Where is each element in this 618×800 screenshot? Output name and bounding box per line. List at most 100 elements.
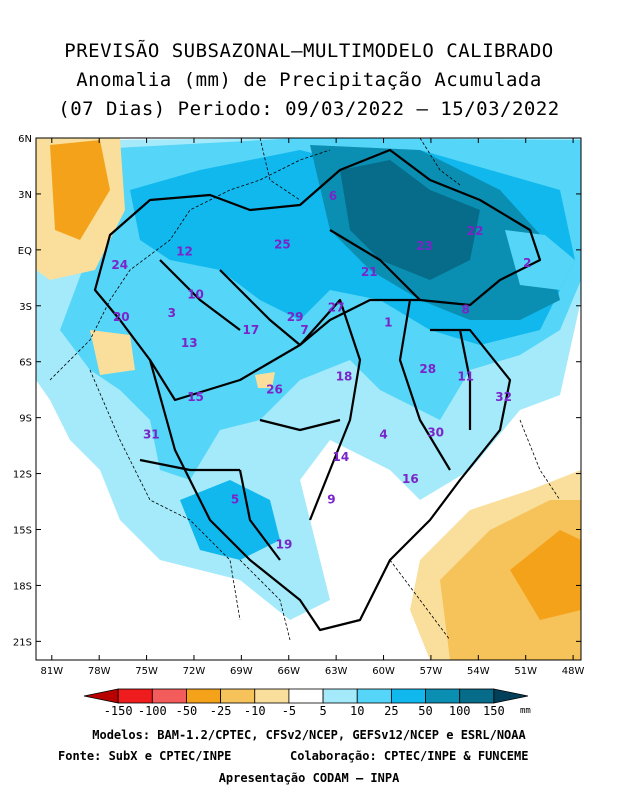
- basin-label: 13: [181, 336, 198, 350]
- colorbar-swatch: [425, 688, 461, 704]
- colorbar-swatch: [151, 688, 187, 704]
- basin-label: 14: [333, 450, 350, 464]
- colorbar: -150 -100 -50 -25 -10 -5 5 10 25 50 100 150: [83, 688, 529, 718]
- colorbar-swatch: [83, 688, 119, 704]
- footer-source: Fonte: SubX e CPTEC/INPE: [58, 749, 232, 763]
- lon-label: 75W: [135, 666, 158, 677]
- lat-label: 15S: [13, 526, 32, 537]
- basin-label: 29: [287, 310, 304, 324]
- country-borders: [49, 137, 561, 641]
- basin-label: 11: [457, 370, 474, 384]
- lon-label: 63W: [325, 666, 348, 677]
- colorbar-swatch: [288, 688, 324, 704]
- lat-label: 6N: [18, 134, 32, 145]
- basin-label: 32: [495, 390, 512, 404]
- anomaly-area-cream-spot: [255, 372, 275, 388]
- basin-label: 28: [419, 362, 436, 376]
- colorbar-label: 100: [449, 704, 471, 718]
- axes: [36, 137, 581, 660]
- lat-label: 3S: [19, 302, 32, 313]
- title-line-2: Anomalia (mm) de Precipitação Acumulada: [76, 69, 542, 91]
- basin-label: 15: [187, 390, 204, 404]
- colorbar-swatch: [220, 688, 256, 704]
- lon-label: 81W: [40, 666, 63, 677]
- basin-label: 9: [327, 493, 335, 507]
- basin-label: 1: [384, 316, 392, 330]
- basin-label: 26: [266, 383, 283, 397]
- colorbar-swatch: [322, 688, 358, 704]
- basin-label: 6: [329, 189, 337, 203]
- colorbar-label: -25: [210, 704, 232, 718]
- basin-label: 7: [300, 323, 308, 337]
- lat-label: 3N: [18, 190, 32, 201]
- lat-labels: 6N 3N EQ 3S 6S 9S 12S 15S 18S 21S: [13, 134, 32, 648]
- lon-label: 78W: [88, 666, 111, 677]
- anomaly-area-cream-west: [90, 330, 135, 375]
- colorbar-label: -100: [138, 704, 167, 718]
- lon-label: 72W: [183, 666, 206, 677]
- title-line-1: PREVISÃO SUBSAZONAL—MULTIMODELO CALIBRAD…: [64, 40, 554, 62]
- anomaly-area-navy: [340, 160, 480, 280]
- lon-labels: 81W 78W 75W 72W 69W 66W 63W 60W 57W 54W 51W 48W: [40, 666, 584, 677]
- basin-boundaries: [93, 148, 542, 632]
- lat-label: 9S: [19, 414, 32, 425]
- colorbar-label: -50: [176, 704, 198, 718]
- colorbar-swatch: [459, 688, 495, 704]
- anomaly-area-orange-nw: [50, 140, 110, 240]
- anomaly-area-strong-blue-south: [180, 480, 280, 560]
- colorbar-label: -5: [282, 704, 296, 718]
- colorbar-swatch: [186, 688, 222, 704]
- basin-label: 31: [143, 427, 160, 441]
- lon-label: 48W: [562, 666, 585, 677]
- lat-label: 21S: [13, 637, 32, 648]
- lon-label: 69W: [230, 666, 253, 677]
- colorbar-label: -10: [244, 704, 266, 718]
- basin-label: 12: [176, 245, 193, 259]
- colorbar-label: 50: [418, 704, 432, 718]
- basin-label: 2: [523, 256, 531, 270]
- lat-label: 6S: [19, 358, 32, 369]
- basin-label: 10: [187, 288, 204, 302]
- colorbar-swatch: [254, 688, 290, 704]
- footer-collaboration: Colaboração: CPTEC/INPE & FUNCEME: [290, 749, 529, 763]
- colorbar-swatch: [493, 688, 529, 704]
- lon-label: 51W: [514, 666, 537, 677]
- basin-label: 18: [336, 370, 353, 384]
- colorbar-swatch: [117, 688, 153, 704]
- colorbar-label: 150: [483, 704, 505, 718]
- basin-label: 30: [427, 426, 444, 440]
- title-line-3: (07 Dias) Periodo: 09/03/2022 — 15/03/20…: [58, 98, 560, 120]
- anomaly-area-orange-se: [510, 530, 581, 620]
- lon-label: 54W: [467, 666, 490, 677]
- basin-label: 4: [379, 427, 387, 441]
- basin-label: 24: [111, 258, 128, 272]
- colorbar-label: 5: [319, 704, 326, 718]
- anomaly-area-light-orange-se: [440, 500, 581, 660]
- footer-presentation: Apresentação CODAM — INPA: [218, 771, 400, 785]
- basin-label: 19: [276, 537, 293, 551]
- basin-label: 22: [467, 224, 484, 238]
- basin-label: 5: [231, 493, 239, 507]
- colorbar-label: 25: [384, 704, 398, 718]
- lon-label: 57W: [420, 666, 443, 677]
- footer-models: Modelos: BAM-1.2/CPTEC, CFSv2/NCEP, GEFS…: [92, 728, 526, 742]
- lon-label: 60W: [372, 666, 395, 677]
- basin-label: 16: [402, 472, 419, 486]
- colorbar-swatch: [390, 688, 426, 704]
- basin-label: 17: [242, 323, 259, 337]
- basin-label: 25: [274, 237, 291, 251]
- map-frame: [35, 137, 582, 661]
- basin-label: 27: [328, 301, 345, 315]
- colorbar-label: -150: [104, 704, 133, 718]
- lat-label: EQ: [18, 246, 32, 257]
- basin-label: 23: [416, 239, 433, 253]
- basin-label: 21: [361, 265, 378, 279]
- lat-label: 12S: [13, 470, 32, 481]
- anomaly-field: [36, 138, 581, 660]
- basin-label: 3: [168, 306, 176, 320]
- lon-label: 66W: [277, 666, 300, 677]
- lat-label: 18S: [13, 581, 32, 592]
- basin-label: 20: [113, 310, 130, 324]
